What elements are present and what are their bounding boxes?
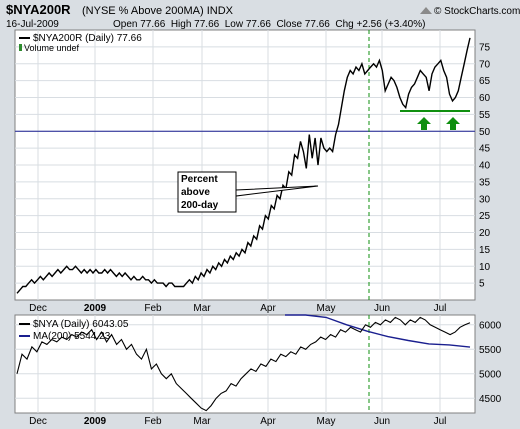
x-tick-label: Feb (144, 416, 162, 427)
y-tick-label: 15 (479, 245, 491, 256)
x-tick-label: Mar (193, 303, 211, 314)
chart-symbol: $NYA200R (6, 2, 71, 17)
up-arrow-icon (420, 7, 432, 14)
annotation-line-3: 200-day (181, 200, 219, 211)
chart-description: (NYSE % Above 200MA) INDX (82, 5, 234, 17)
y-tick-label: 10 (479, 262, 491, 273)
x-tick-label: Apr (260, 416, 276, 427)
up-arrow-icon (446, 117, 460, 130)
nya200r-line (16, 37, 471, 294)
annotation-line-2: above (181, 187, 210, 198)
x-tick-label: Dec (29, 303, 47, 314)
bottom-grid (15, 315, 475, 413)
legend-nya200r: $NYA200R (Daily) 77.66 (33, 33, 142, 44)
y-tick-label: 60 (479, 93, 491, 104)
top-x-axis: Dec 2009 Feb Mar Apr May Jun Jul (29, 303, 446, 314)
x-tick-label: Jul (434, 416, 447, 427)
x-tick-label: Dec (29, 416, 47, 427)
y-tick-label: 55 (479, 110, 491, 121)
x-tick-label: Jun (374, 416, 390, 427)
chart-date: 16-Jul-2009 (6, 19, 59, 30)
y-tick-label: 70 (479, 59, 491, 70)
x-tick-label: May (317, 416, 336, 427)
callout-pointer (235, 185, 319, 197)
y-tick-label: 45 (479, 144, 491, 155)
y-tick-label: 40 (479, 161, 491, 172)
bottom-y-axis: 4500 5000 5500 6000 (479, 320, 502, 405)
legend-ma200: MA(200) 5544.23 (33, 331, 111, 342)
annotation-callout: Percent above 200-day (177, 171, 319, 213)
x-tick-label: Jul (434, 303, 447, 314)
y-tick-label: 65 (479, 76, 491, 87)
y-tick-label: 5500 (479, 345, 502, 356)
x-tick-label: May (317, 303, 336, 314)
y-tick-label: 30 (479, 194, 491, 205)
x-tick-label: Apr (260, 303, 276, 314)
x-tick-label: 2009 (84, 303, 107, 314)
nya-line (16, 316, 471, 412)
x-tick-label: 2009 (84, 416, 107, 427)
x-tick-label: Mar (193, 416, 211, 427)
y-tick-label: 5000 (479, 369, 502, 380)
y-tick-label: 50 (479, 127, 491, 138)
x-tick-label: Feb (144, 303, 162, 314)
y-tick-label: 25 (479, 211, 491, 222)
y-tick-label: 6000 (479, 320, 502, 331)
watermark-text: © StockCharts.com (434, 6, 520, 17)
y-tick-label: 35 (479, 177, 491, 188)
x-tick-label: Jun (374, 303, 390, 314)
y-tick-label: 20 (479, 228, 491, 239)
chart-quote: Open 77.66 High 77.66 Low 77.66 Close 77… (113, 19, 425, 30)
y-tick-label: 4500 (479, 394, 502, 405)
legend-volume-swatch (19, 44, 22, 51)
watermark: © StockCharts.com (420, 6, 520, 17)
y-tick-label: 75 (479, 42, 491, 53)
y-tick-label: 5 (479, 279, 485, 290)
legend-volume: Volume undef (24, 43, 80, 53)
top-y-axis: 5 10 15 20 25 30 35 40 45 50 55 60 65 70 75 (479, 42, 491, 289)
up-arrow-icon (417, 117, 431, 130)
legend-nya: $NYA (Daily) 6043.05 (33, 319, 129, 330)
bottom-panel (14, 314, 476, 414)
bottom-x-axis: Dec 2009 Feb Mar Apr May Jun Jul (29, 416, 446, 427)
ma200-line (285, 314, 471, 348)
annotation-line-1: Percent (181, 174, 218, 185)
